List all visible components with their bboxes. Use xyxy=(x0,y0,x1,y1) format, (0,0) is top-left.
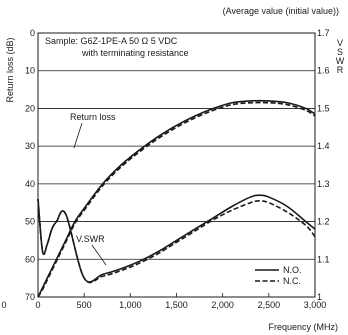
y-left-tick-label: 10 xyxy=(25,66,35,76)
y-axis-left-label: Return loss (dB) xyxy=(5,37,15,102)
series-lines xyxy=(37,99,316,298)
y-left-tick-label: 60 xyxy=(25,254,35,264)
gridlines xyxy=(38,70,315,260)
legend: N.O.N.C. xyxy=(255,265,302,286)
series-line-return-loss-n-c xyxy=(37,101,316,298)
x-axis-label: Frequency (MHz) xyxy=(268,322,338,332)
y-right-tick-label: 1 xyxy=(317,292,322,302)
y-right-tick-label: 1.3 xyxy=(317,179,330,189)
vswr-label: V.SWR xyxy=(76,234,105,244)
y-right-label-letter: W xyxy=(336,56,345,66)
y-right-tick-label: 1.4 xyxy=(317,141,330,151)
x-tick-label: 1,500 xyxy=(165,300,188,310)
y-right-label-letter: S xyxy=(337,47,343,57)
y-left-tick-label: 30 xyxy=(25,141,35,151)
return-loss-label: Return loss xyxy=(70,112,116,122)
legend-label: N.O. xyxy=(283,265,302,275)
y-left-tick-label: 50 xyxy=(25,217,35,227)
return-loss-leader-line xyxy=(73,122,83,149)
y-right-tick-label: 1.6 xyxy=(317,66,330,76)
x-tick-label: 500 xyxy=(77,300,92,310)
y-right-tick-label: 1.1 xyxy=(317,254,330,264)
x-tick-label: 2,000 xyxy=(211,300,234,310)
sample-annotation-line2: with terminating resistance xyxy=(81,48,189,58)
y-right-tick-label: 1.2 xyxy=(317,217,330,227)
series-line-return-loss-n-o xyxy=(37,99,316,298)
plot-frame xyxy=(37,32,316,298)
y-right-tick-label: 1.7 xyxy=(317,28,330,38)
y-right-tick-label: 1.5 xyxy=(317,103,330,113)
chart-subtitle: (Average value (initial value)) xyxy=(223,6,339,16)
axis-ticks: 0 500 1,000 1,500 2,000 2,500 3,000 0 10 20 30 40 50… xyxy=(25,28,330,310)
y-left-tick-label: 70 xyxy=(25,292,35,302)
x-tick-label: 3,000 xyxy=(304,300,327,310)
legend-label: N.C. xyxy=(283,276,301,286)
y-left-tick-label: 0 xyxy=(30,28,35,38)
series-line-v-swr-n-c xyxy=(37,198,316,284)
x-tick-label: 1,000 xyxy=(119,300,142,310)
x-tick-label: 0 xyxy=(35,300,40,310)
y-left-tick-label: 20 xyxy=(25,103,35,113)
sample-annotation-line1: Sample: G6Z-1PE-A 50 Ω 5 VDC xyxy=(45,36,178,46)
stray-zero-label: 0 xyxy=(1,300,6,310)
vswr-leader-line xyxy=(91,244,107,266)
y-left-tick-label: 40 xyxy=(25,179,35,189)
y-right-label-letter: R xyxy=(337,65,344,75)
x-tick-label: 2,500 xyxy=(258,300,281,310)
y-right-label-letter: V xyxy=(337,38,343,48)
